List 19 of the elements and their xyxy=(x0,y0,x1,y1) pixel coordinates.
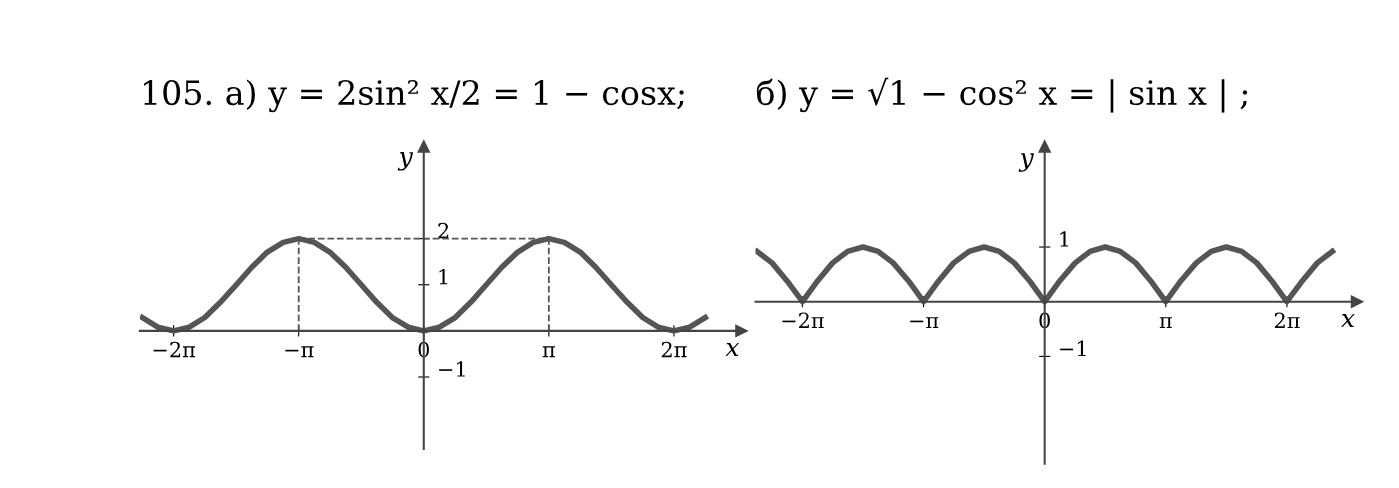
x-tick-label: −π xyxy=(285,346,314,358)
x-tick-label: π xyxy=(542,346,555,358)
x-tick-label: −2π xyxy=(782,312,824,328)
y-tick-label: 1 xyxy=(1060,231,1069,247)
y-tick-label: 1 xyxy=(439,268,448,285)
x-tick-label: −2π xyxy=(153,341,196,358)
y-tick-label: 2 xyxy=(438,222,449,239)
x-tick-label: π xyxy=(1159,317,1172,328)
y-axis-title: y xyxy=(1018,153,1034,172)
x-tick-label: −π xyxy=(910,317,939,328)
y-tick-label: −1 xyxy=(1060,340,1086,356)
chart-title: б) y = √1 − cos² x = | sin x | ; xyxy=(756,77,1248,113)
x-axis-title: x xyxy=(725,342,740,356)
y-tick-label: −1 xyxy=(439,361,465,377)
x-tick-label: 2π xyxy=(1274,312,1300,328)
chart-title: 105. а) y = 2sin² x/2 = 1 − cosx; xyxy=(143,79,684,113)
y-axis-title: y xyxy=(397,152,414,171)
x-tick-label: 2π xyxy=(661,341,687,358)
x-axis-title: x xyxy=(1341,314,1355,328)
